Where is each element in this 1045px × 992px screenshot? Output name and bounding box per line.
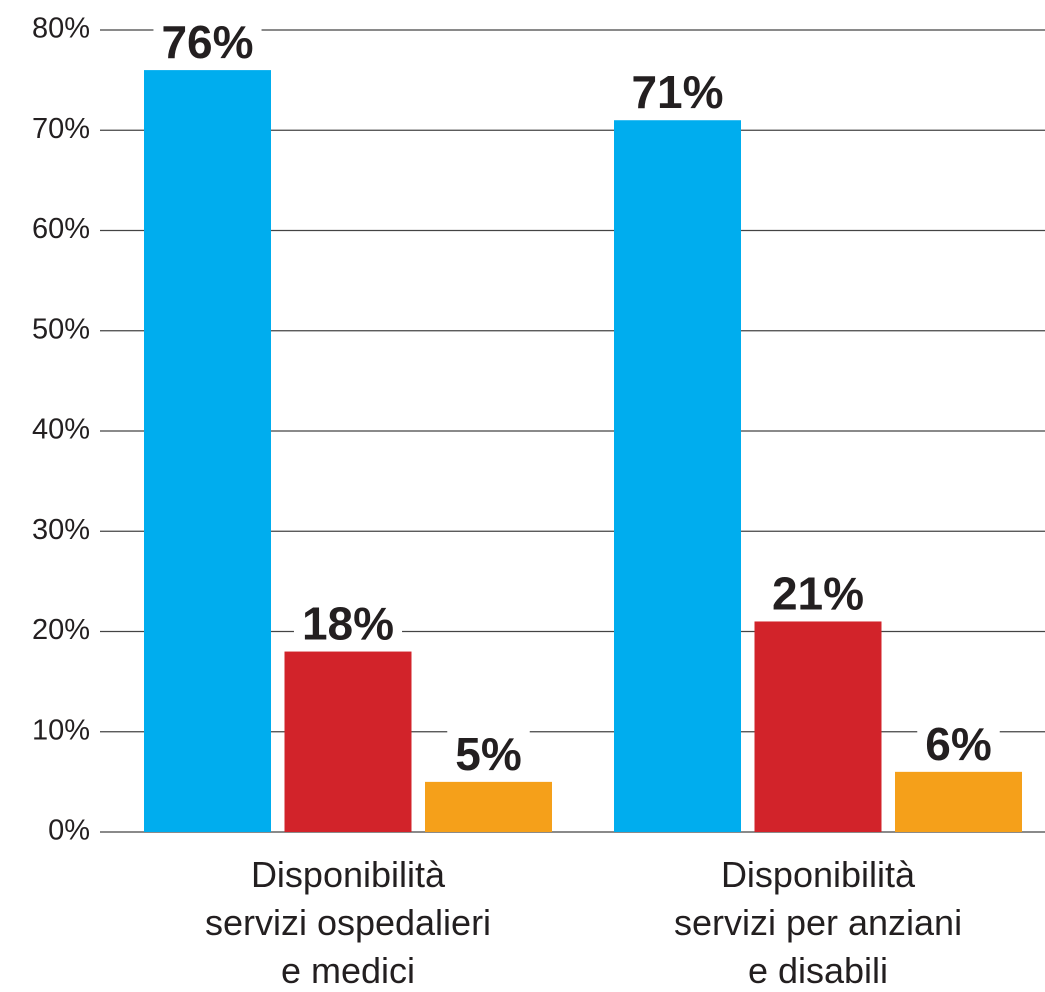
data-label: 5% xyxy=(455,728,521,780)
bar xyxy=(754,621,882,832)
data-label: 71% xyxy=(631,66,723,118)
y-tick-label: 10% xyxy=(32,714,90,746)
x-tick-label: Disponibilità xyxy=(251,854,446,895)
data-label: 21% xyxy=(772,567,864,619)
y-tick-label: 0% xyxy=(48,815,90,847)
y-tick-label: 20% xyxy=(32,614,90,646)
label-background xyxy=(153,16,262,69)
y-tick-label: 50% xyxy=(32,313,90,345)
data-label: 6% xyxy=(925,718,991,770)
x-tick-label: servizi per anziani xyxy=(674,902,962,943)
data-label: 76% xyxy=(161,16,253,68)
label-background xyxy=(763,567,873,620)
x-tick-label: e disabili xyxy=(748,950,888,991)
y-tick-label: 70% xyxy=(32,113,90,145)
data-label: 18% xyxy=(302,598,394,650)
x-tick-label: e medici xyxy=(281,950,415,991)
label-background xyxy=(293,597,403,650)
bar xyxy=(284,651,412,832)
bar xyxy=(895,771,1022,832)
bar xyxy=(614,120,741,833)
label-background xyxy=(447,727,530,780)
x-tick-label: servizi ospedalieri xyxy=(205,902,491,943)
y-tick-label: 80% xyxy=(32,13,90,45)
bar xyxy=(425,781,552,832)
label-background xyxy=(917,717,1000,770)
y-tick-label: 40% xyxy=(32,414,90,446)
y-tick-label: 60% xyxy=(32,213,90,245)
y-tick-label: 30% xyxy=(32,514,90,546)
x-tick-label: Disponibilità xyxy=(721,854,916,895)
label-background xyxy=(623,66,732,119)
bar xyxy=(144,70,271,833)
